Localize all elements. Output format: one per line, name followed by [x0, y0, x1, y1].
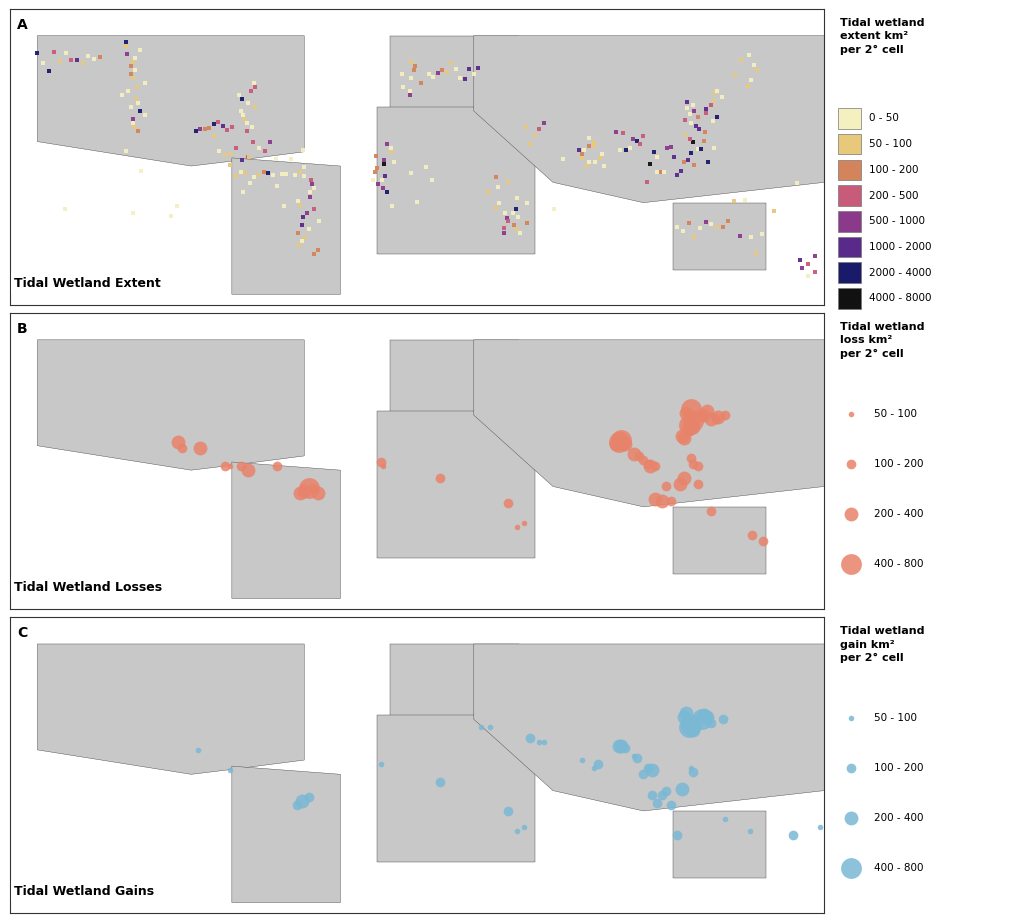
Text: 100 - 200: 100 - 200 — [873, 763, 924, 773]
Text: 1000 - 2000: 1000 - 2000 — [868, 242, 931, 252]
Polygon shape — [377, 107, 535, 254]
Polygon shape — [390, 644, 519, 719]
Text: Tidal wetland
extent km²
per 2° cell: Tidal wetland extent km² per 2° cell — [840, 18, 925, 54]
Text: 0 - 50: 0 - 50 — [868, 113, 898, 124]
Polygon shape — [673, 507, 766, 574]
Text: Tidal Wetland Extent: Tidal Wetland Extent — [14, 277, 161, 290]
Bar — [838, 288, 861, 309]
Polygon shape — [673, 203, 766, 270]
Polygon shape — [390, 340, 519, 415]
Text: 50 - 100: 50 - 100 — [868, 139, 911, 149]
Bar — [838, 108, 861, 129]
Polygon shape — [390, 36, 519, 111]
Text: 400 - 800: 400 - 800 — [873, 864, 924, 873]
Text: C: C — [16, 626, 27, 641]
Polygon shape — [474, 36, 824, 203]
Text: A: A — [16, 18, 28, 32]
Bar — [838, 160, 861, 180]
Polygon shape — [38, 340, 304, 470]
Text: 200 - 500: 200 - 500 — [868, 191, 919, 201]
Text: 100 - 200: 100 - 200 — [873, 459, 924, 469]
Text: Tidal Wetland Losses: Tidal Wetland Losses — [14, 581, 163, 594]
Bar — [838, 211, 861, 231]
Text: 50 - 100: 50 - 100 — [873, 713, 916, 723]
Text: 500 - 1000: 500 - 1000 — [868, 217, 925, 226]
Polygon shape — [377, 715, 535, 862]
Text: 200 - 400: 200 - 400 — [873, 813, 924, 823]
Bar — [838, 262, 861, 283]
Polygon shape — [38, 644, 304, 774]
Polygon shape — [474, 644, 824, 811]
Text: 50 - 100: 50 - 100 — [873, 408, 916, 419]
Text: 400 - 800: 400 - 800 — [873, 560, 924, 570]
Polygon shape — [474, 340, 824, 507]
Bar — [838, 237, 861, 257]
Polygon shape — [231, 462, 340, 598]
Bar — [838, 185, 861, 206]
Polygon shape — [38, 36, 304, 166]
Polygon shape — [231, 158, 340, 294]
Text: 4000 - 8000: 4000 - 8000 — [868, 293, 931, 303]
Text: Tidal wetland
gain km²
per 2° cell: Tidal wetland gain km² per 2° cell — [840, 626, 925, 663]
Text: 100 - 200: 100 - 200 — [868, 165, 919, 175]
Text: 2000 - 4000: 2000 - 4000 — [868, 267, 931, 278]
Polygon shape — [231, 766, 340, 903]
Text: B: B — [16, 322, 28, 337]
Polygon shape — [377, 411, 535, 558]
Polygon shape — [673, 811, 766, 878]
Text: Tidal wetland
loss km²
per 2° cell: Tidal wetland loss km² per 2° cell — [840, 322, 925, 359]
Bar — [838, 134, 861, 155]
Text: 200 - 400: 200 - 400 — [873, 509, 924, 519]
Text: Tidal Wetland Gains: Tidal Wetland Gains — [14, 885, 155, 898]
